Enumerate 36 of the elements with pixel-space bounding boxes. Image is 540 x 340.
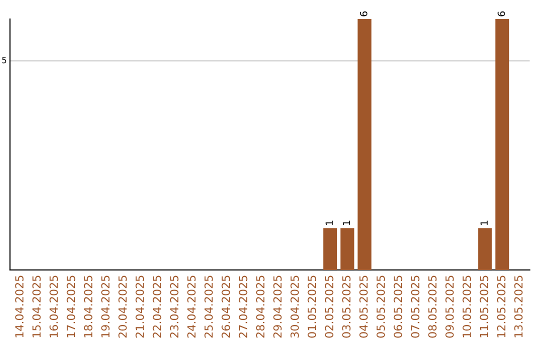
x-tick-label: 16.04.2025 (50, 276, 58, 338)
x-tick-label: 07.05.2025 (410, 276, 420, 338)
x-tick-label: 21.04.2025 (136, 276, 144, 338)
x-tick-label: 23.04.2025 (170, 276, 178, 338)
x-tick-label: 22.04.2025 (152, 276, 162, 338)
x-tick-label: 20.04.2025 (118, 276, 127, 338)
x-tick-label: 06.05.2025 (394, 276, 402, 338)
x-tick-label: 29.04.2025 (273, 276, 282, 338)
x-tick-label: 12.05.2025 (497, 276, 506, 338)
x-tick-label: 04.05.2025 (359, 276, 368, 338)
data-label: 1 (480, 220, 488, 225)
x-tick-label: 09.05.2025 (445, 276, 454, 338)
x-tick-label: 18.04.2025 (84, 276, 92, 338)
x-tick-label: 19.04.2025 (101, 276, 110, 338)
data-label: 6 (498, 11, 506, 16)
x-tick-label: 14.04.2025 (15, 276, 24, 338)
x-tick-label: 11.05.2025 (480, 276, 488, 338)
x-tick-label: 05.05.2025 (376, 276, 385, 338)
data-label: 6 (360, 11, 368, 16)
x-tick-label: 02.05.2025 (324, 276, 334, 338)
x-tick-label: 15.04.2025 (32, 276, 41, 338)
data-label: 1 (342, 220, 350, 225)
x-tick-label: 26.04.2025 (222, 276, 230, 338)
x-tick-label: 27.04.2025 (238, 276, 248, 338)
x-tick-label: 10.05.2025 (462, 276, 472, 338)
x-tick-label: 03.05.2025 (342, 276, 351, 338)
x-tick-label: 08.05.2025 (428, 276, 437, 338)
x-tick-label: 17.04.2025 (66, 276, 76, 338)
x-tick-label: 24.04.2025 (187, 276, 196, 338)
x-tick-label: 13.05.2025 (514, 276, 523, 338)
x-tick-label: 25.04.2025 (204, 276, 213, 338)
x-tick-label: 01.05.2025 (308, 276, 316, 338)
x-tick-label: 30.04.2025 (290, 276, 299, 338)
ref-line-label: 5 (2, 57, 6, 64)
x-tick-label: 28.04.2025 (256, 276, 264, 338)
data-label: 1 (326, 220, 333, 225)
